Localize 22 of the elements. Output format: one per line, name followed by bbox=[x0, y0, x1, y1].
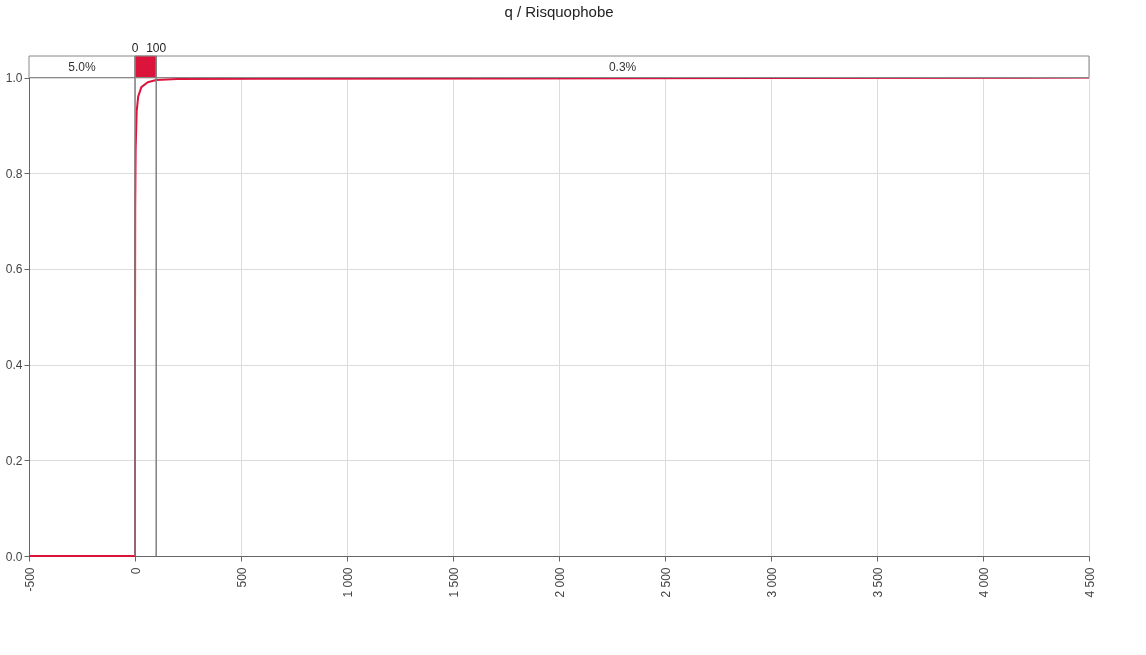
y-tick-label: 1.0 bbox=[5, 71, 23, 86]
x-tick-label: 4 000 bbox=[976, 567, 991, 598]
x-tick-label: 0 bbox=[128, 567, 143, 575]
x-tick-label: 500 bbox=[234, 567, 249, 588]
y-tick-label: 0.0 bbox=[5, 549, 23, 564]
x-tick-label: 2 500 bbox=[658, 567, 673, 598]
x-tick-label: 1 500 bbox=[446, 567, 461, 598]
y-tick-label: 0.2 bbox=[5, 453, 23, 468]
x-tick-label: 1 000 bbox=[340, 567, 355, 598]
y-tick-label: 0.6 bbox=[5, 262, 23, 277]
annotation: 5.0% bbox=[68, 59, 96, 74]
x-tick-label: 3 000 bbox=[764, 567, 779, 598]
x-tick-label: 3 500 bbox=[870, 567, 885, 598]
chart-title: q / Risquophobe bbox=[504, 3, 614, 20]
ref-line-label: 0 bbox=[131, 41, 139, 55]
ref-line-label: 100 bbox=[146, 41, 167, 55]
x-tick-label: -500 bbox=[22, 567, 37, 592]
x-tick-label: 4 500 bbox=[1082, 567, 1097, 598]
annotation: 0.3% bbox=[608, 59, 637, 74]
y-tick-label: 0.8 bbox=[5, 166, 23, 181]
x-tick-label: 2 000 bbox=[552, 567, 567, 598]
y-tick-label: 0.4 bbox=[5, 358, 23, 373]
